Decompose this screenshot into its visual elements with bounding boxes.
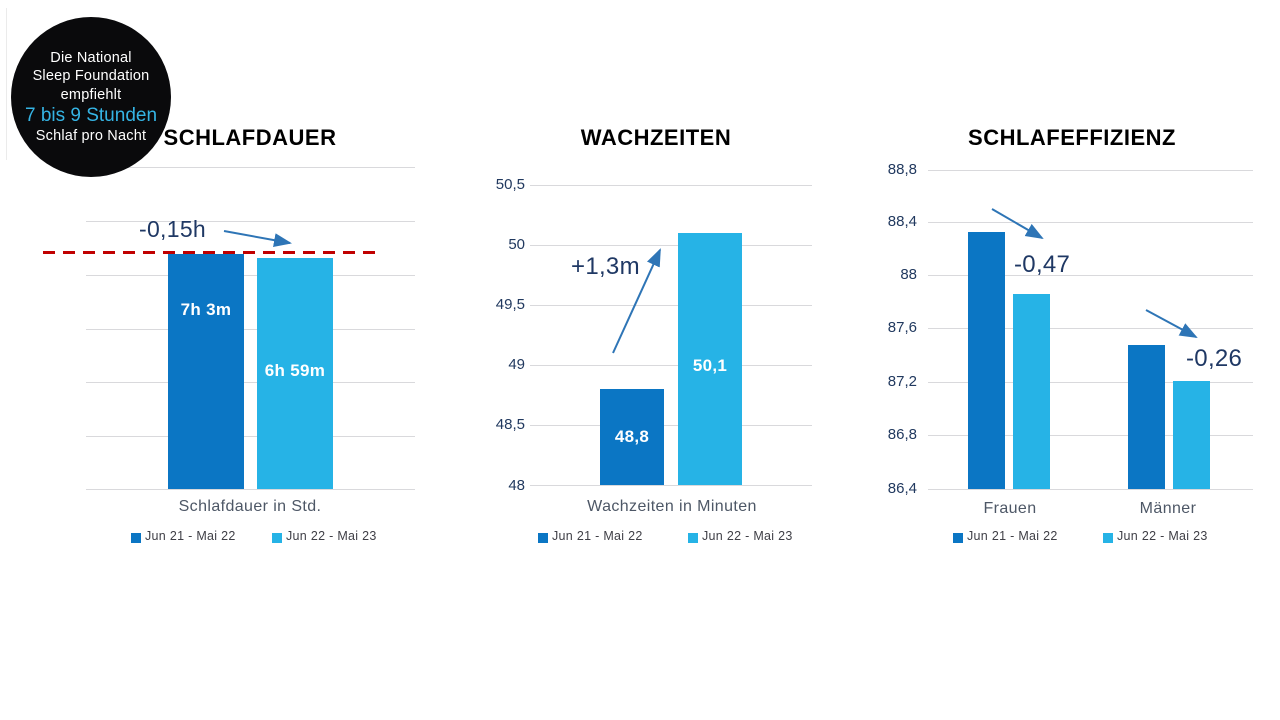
chart3-legend-label-series1: Jun 21 - Mai 22	[967, 529, 1058, 543]
chart1-bar-jun22-mai23: 6h 59m	[257, 258, 333, 489]
chart3-baseline	[928, 489, 1253, 490]
chart3-category-maenner: Männer	[1139, 500, 1197, 517]
badge-line: Schlaf pro Nacht	[35, 128, 147, 144]
chart1-gridline	[86, 167, 415, 168]
chart3-delta-annotation-frauen: -0,47	[1014, 251, 1071, 278]
chart2-bar1-value-label: 48,8	[614, 427, 650, 446]
chart3-delta-annotation-maenner: -0,26	[1186, 345, 1243, 372]
badge-line: Die National	[50, 49, 132, 66]
chart1-bar-jun21-mai22: 7h 3m	[168, 254, 244, 489]
chart2-legend-swatch-series2	[688, 533, 698, 543]
chart1-trend-arrow-icon	[223, 230, 292, 248]
chart3-ytick: 86,4	[887, 480, 917, 497]
left-edge-divider	[6, 8, 7, 160]
chart3-ytick: 88,4	[887, 213, 917, 230]
chart1-bar2-value-label: 6h 59m	[264, 361, 326, 380]
chart1-legend-swatch-series1	[131, 533, 141, 543]
chart1-axis-label: Schlafdauer in Std.	[178, 498, 322, 515]
chart3-gridline	[928, 222, 1253, 223]
chart2-ytick: 49	[508, 356, 525, 373]
badge-line: Sleep Foundation	[32, 68, 150, 84]
chart3-ytick: 86,8	[887, 426, 917, 443]
chart3-bar-frauen-jun21	[968, 232, 1005, 489]
chart3-gridline	[928, 435, 1253, 436]
chart1-gridline	[86, 436, 415, 437]
chart1-bar1-value-label: 7h 3m	[180, 300, 232, 319]
chart1-gridline	[86, 275, 415, 276]
chart2-baseline	[530, 485, 812, 486]
chart2-axis-label: Wachzeiten in Minuten	[587, 498, 757, 515]
chart2-gridline	[530, 305, 812, 306]
chart3-ytick: 87,2	[887, 373, 917, 390]
chart2-gridline	[530, 245, 812, 246]
chart1-legend-label-series1: Jun 21 - Mai 22	[145, 529, 236, 543]
chart3-gridline	[928, 170, 1253, 171]
chart2-legend-label-series1: Jun 21 - Mai 22	[552, 529, 643, 543]
chart3-legend-swatch-series1	[953, 533, 963, 543]
chart3-ytick: 88	[900, 266, 917, 283]
chart3-bar-frauen-jun22	[1013, 294, 1050, 489]
chart2-ytick: 50,5	[495, 176, 525, 193]
badge-highlight-text: 7 bis 9 Stunden	[24, 105, 158, 126]
chart2-delta-annotation: +1,3m	[571, 253, 640, 280]
chart2-bar2-value-label: 50,1	[692, 356, 728, 375]
chart3-gridline	[928, 275, 1253, 276]
chart3-ytick: 87,6	[887, 319, 917, 336]
chart1-gridline	[86, 329, 415, 330]
chart2-gridline	[530, 425, 812, 426]
chart1-baseline	[86, 489, 415, 490]
chart2-legend-swatch-series1	[538, 533, 548, 543]
chart3-category-frauen: Frauen	[983, 500, 1037, 517]
chart1-legend-label-series2: Jun 22 - Mai 23	[286, 529, 377, 543]
chart3-ytick: 88,8	[887, 161, 917, 178]
chart3-gridline	[928, 328, 1253, 329]
chart2-gridline	[530, 185, 812, 186]
chart3-legend-label-series2: Jun 22 - Mai 23	[1117, 529, 1208, 543]
chart3-gridline	[928, 382, 1253, 383]
chart2-gridline	[530, 365, 812, 366]
chart2-bar-jun22-mai23: 50,1	[678, 233, 742, 485]
chart3-legend-swatch-series2	[1103, 533, 1113, 543]
chart2-legend-label-series2: Jun 22 - Mai 23	[702, 529, 793, 543]
chart1-title: SCHLAFDAUER	[163, 125, 337, 150]
chart2-ytick: 48,5	[495, 416, 525, 433]
chart1-gridline	[86, 221, 415, 222]
badge-line: empfiehlt	[60, 86, 122, 103]
chart3-trend-arrow-maenner-icon	[1145, 309, 1198, 338]
chart2-ytick: 50	[508, 236, 525, 253]
chart2-bar-jun21-mai22: 48,8	[600, 389, 664, 485]
chart3-bar-maenner-jun22	[1173, 381, 1210, 489]
chart3-bar-maenner-jun21	[1128, 345, 1165, 489]
chart1-gridline	[86, 382, 415, 383]
chart1-delta-annotation: -0,15h	[139, 216, 207, 242]
recommended-sleep-reference-line	[43, 251, 380, 254]
chart2-ytick: 49,5	[495, 296, 525, 313]
chart3-title: SCHLAFEFFIZIENZ	[968, 125, 1176, 150]
chart1-legend-swatch-series2	[272, 533, 282, 543]
chart2-title: WACHZEITEN	[580, 125, 732, 150]
nsf-recommendation-badge: Die National Sleep Foundation empfiehlt …	[11, 17, 171, 177]
chart2-ytick: 48	[508, 477, 525, 494]
